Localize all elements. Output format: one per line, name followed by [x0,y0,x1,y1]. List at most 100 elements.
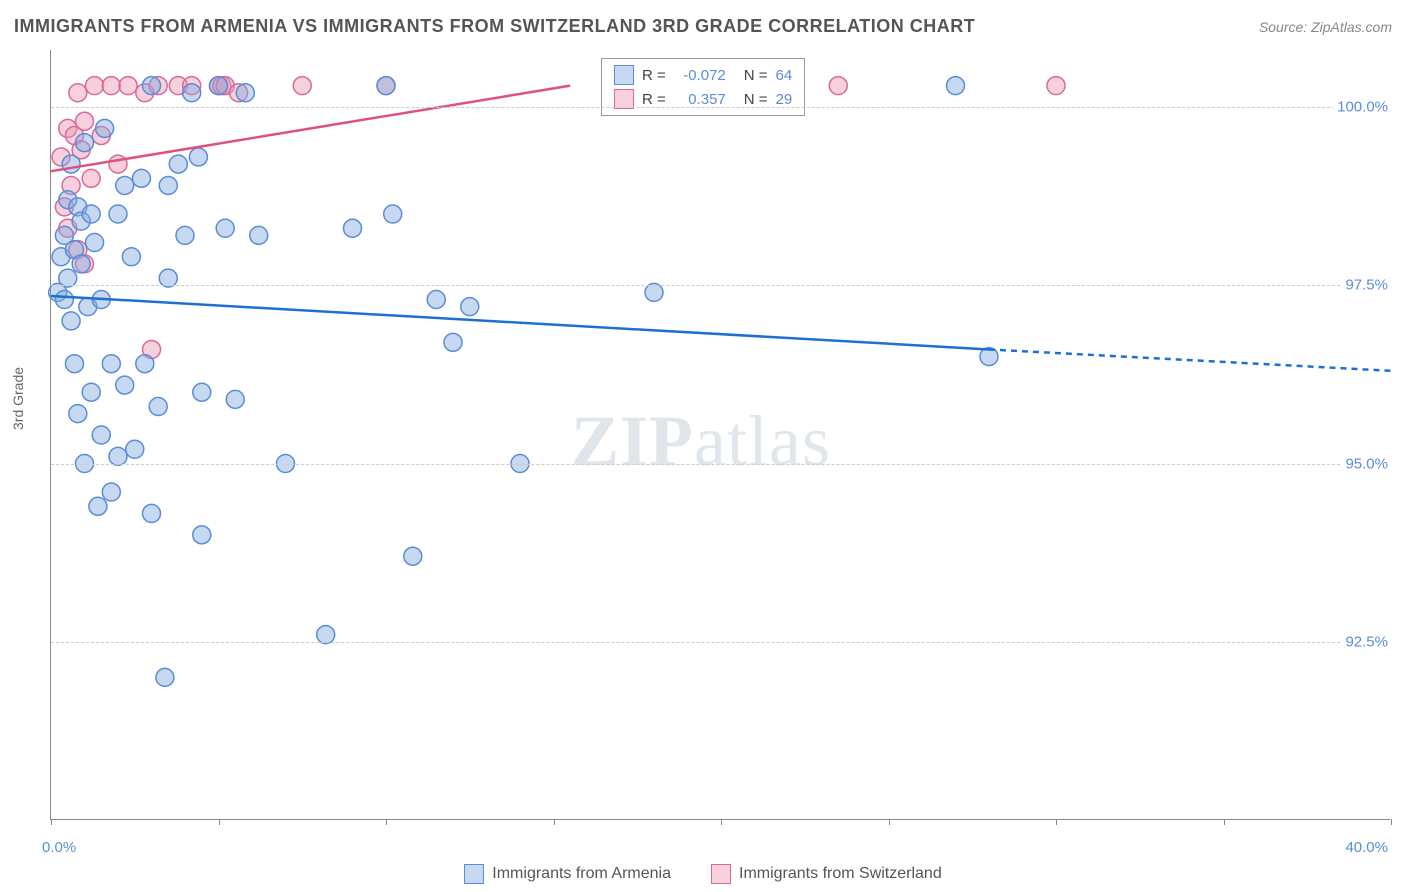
data-point [384,205,402,223]
data-point [86,77,104,95]
data-point [176,226,194,244]
data-point [82,169,100,187]
data-point [126,440,144,458]
legend-r-label: R = [642,67,666,84]
data-point [169,155,187,173]
legend-label: Immigrants from Switzerland [739,865,942,883]
trend-line [51,86,570,172]
x-axis-min-label: 0.0% [42,839,76,856]
data-point [69,405,87,423]
gridline [51,285,1390,286]
data-point [143,504,161,522]
data-point [193,526,211,544]
legend-swatch [614,65,634,85]
data-point [72,255,90,273]
data-point [119,77,137,95]
data-point [293,77,311,95]
x-axis-max-label: 40.0% [1345,839,1388,856]
data-point [236,84,254,102]
data-point [69,84,87,102]
y-tick-label: 95.0% [1341,455,1392,472]
plot-area: ZIPatlas R = -0.072 N = 64 R = 0.357 N =… [50,50,1390,820]
legend-item: Immigrants from Armenia [464,864,671,884]
x-tick [219,819,220,825]
x-tick [554,819,555,825]
data-point [102,77,120,95]
legend-n-value: 64 [776,67,793,84]
legend-n-label: N = [744,91,768,108]
data-point [210,77,228,95]
data-point [404,547,422,565]
x-tick [1391,819,1392,825]
data-point [102,483,120,501]
y-tick-label: 92.5% [1341,633,1392,650]
legend-r-value: 0.357 [674,91,726,108]
legend-row: R = -0.072 N = 64 [614,63,792,87]
data-point [829,77,847,95]
data-point [226,390,244,408]
data-point [96,119,114,137]
data-point [76,134,94,152]
data-point [143,77,161,95]
data-point [132,169,150,187]
data-point [1047,77,1065,95]
data-point [55,291,73,309]
data-point [183,84,201,102]
data-point [122,248,140,266]
trend-line-extrapolated [989,349,1391,370]
data-point [102,355,120,373]
chart-title: IMMIGRANTS FROM ARMENIA VS IMMIGRANTS FR… [14,16,975,37]
x-tick [1056,819,1057,825]
legend-r-label: R = [642,91,666,108]
gridline [51,642,1390,643]
data-point [444,333,462,351]
data-point [947,77,965,95]
data-point [86,234,104,252]
legend-n-label: N = [744,67,768,84]
data-point [216,219,234,237]
data-point [156,668,174,686]
y-tick-label: 97.5% [1341,277,1392,294]
data-point [62,312,80,330]
scatter-chart [51,50,1391,820]
data-point [149,397,167,415]
data-point [109,205,127,223]
data-point [193,383,211,401]
data-point [82,383,100,401]
data-point [250,226,268,244]
data-point [92,426,110,444]
source-label: Source: ZipAtlas.com [1259,19,1392,35]
legend-swatch [464,864,484,884]
data-point [136,355,154,373]
x-tick [51,819,52,825]
legend-item: Immigrants from Switzerland [711,864,942,884]
legend-series: Immigrants from Armenia Immigrants from S… [0,864,1406,884]
legend-swatch [711,864,731,884]
data-point [65,355,83,373]
data-point [89,497,107,515]
data-point [427,291,445,309]
gridline [51,464,1390,465]
trend-line [51,296,989,349]
y-tick-label: 100.0% [1333,99,1392,116]
legend-r-value: -0.072 [674,67,726,84]
data-point [159,176,177,194]
data-point [377,77,395,95]
data-point [76,112,94,130]
x-tick [721,819,722,825]
legend-swatch [614,89,634,109]
data-point [109,155,127,173]
data-point [344,219,362,237]
y-axis-label: 3rd Grade [10,367,26,430]
data-point [461,298,479,316]
data-point [116,176,134,194]
data-point [62,155,80,173]
x-tick [386,819,387,825]
gridline [51,107,1390,108]
legend-n-value: 29 [776,91,793,108]
title-bar: IMMIGRANTS FROM ARMENIA VS IMMIGRANTS FR… [14,16,1392,37]
data-point [189,148,207,166]
data-point [82,205,100,223]
x-tick [1224,819,1225,825]
x-tick [889,819,890,825]
